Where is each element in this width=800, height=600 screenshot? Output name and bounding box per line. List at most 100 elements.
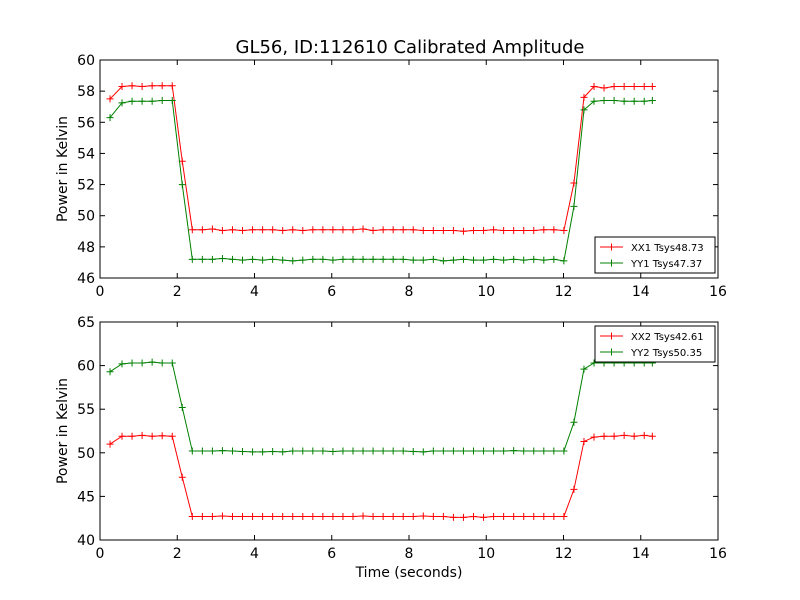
data-point bbox=[188, 512, 196, 520]
series-1 bbox=[106, 431, 656, 521]
data-point bbox=[419, 512, 427, 520]
data-point bbox=[510, 255, 518, 263]
data-point bbox=[329, 512, 337, 520]
data-point bbox=[128, 432, 136, 440]
data-point bbox=[590, 82, 598, 90]
data-point bbox=[279, 512, 287, 520]
data-point bbox=[359, 255, 367, 263]
data-point bbox=[399, 226, 407, 234]
data-point bbox=[359, 512, 367, 520]
data-point bbox=[648, 82, 656, 90]
data-point bbox=[439, 257, 447, 265]
data-point bbox=[449, 256, 457, 264]
data-point bbox=[610, 432, 618, 440]
data-point bbox=[218, 227, 226, 235]
data-point bbox=[610, 82, 618, 90]
data-point bbox=[168, 82, 176, 90]
x-tick-label: 2 bbox=[173, 546, 182, 562]
data-point bbox=[239, 512, 247, 520]
data-point bbox=[198, 255, 206, 263]
data-point bbox=[218, 512, 226, 520]
data-point bbox=[309, 512, 317, 520]
data-point bbox=[640, 82, 648, 90]
data-point bbox=[158, 96, 166, 104]
data-point bbox=[429, 447, 437, 455]
y-tick-label: 50 bbox=[77, 446, 95, 462]
data-point bbox=[409, 256, 417, 264]
data-point bbox=[208, 255, 216, 263]
legend-entry: YY2 Tsys50.35 bbox=[600, 348, 702, 359]
data-point bbox=[500, 256, 508, 264]
x-tick-label: 0 bbox=[96, 284, 105, 300]
data-point bbox=[106, 368, 114, 376]
data-point bbox=[359, 225, 367, 233]
x-tick-label: 6 bbox=[327, 546, 336, 562]
y-axis-label: Power in Kelvin bbox=[55, 378, 71, 484]
x-tick-label: 14 bbox=[632, 284, 650, 300]
data-point bbox=[309, 255, 317, 263]
data-point bbox=[369, 447, 377, 455]
data-point bbox=[249, 512, 257, 520]
x-tick-label: 10 bbox=[477, 284, 495, 300]
data-point bbox=[409, 226, 417, 234]
y-tick-label: 46 bbox=[77, 271, 95, 287]
data-point bbox=[279, 256, 287, 264]
x-tick-label: 16 bbox=[709, 284, 727, 300]
data-point bbox=[168, 96, 176, 104]
data-point bbox=[289, 447, 297, 455]
data-point bbox=[269, 512, 277, 520]
data-point bbox=[349, 255, 357, 263]
data-point bbox=[359, 447, 367, 455]
data-point bbox=[148, 82, 156, 90]
legend-label: XX1 Tsys48.73 bbox=[631, 243, 704, 254]
data-point bbox=[218, 447, 226, 455]
data-point bbox=[600, 96, 608, 104]
data-point bbox=[570, 202, 578, 210]
data-point bbox=[228, 512, 236, 520]
data-point bbox=[289, 226, 297, 234]
data-point bbox=[138, 359, 146, 367]
data-point bbox=[429, 227, 437, 235]
data-point bbox=[550, 447, 558, 455]
data-point bbox=[510, 512, 518, 520]
data-point bbox=[480, 447, 488, 455]
data-point bbox=[329, 256, 337, 264]
data-point bbox=[138, 82, 146, 90]
legend-label: XX2 Tsys42.61 bbox=[631, 332, 704, 343]
data-point bbox=[530, 227, 538, 235]
data-point bbox=[249, 226, 257, 234]
data-point bbox=[530, 255, 538, 263]
data-point bbox=[580, 93, 588, 101]
data-point bbox=[429, 512, 437, 520]
data-point bbox=[630, 432, 638, 440]
data-point bbox=[459, 447, 467, 455]
data-point bbox=[319, 512, 327, 520]
legend-marker bbox=[608, 259, 615, 267]
data-point bbox=[620, 97, 628, 105]
data-point bbox=[389, 255, 397, 263]
data-point bbox=[329, 226, 337, 234]
data-point bbox=[118, 99, 126, 107]
data-point bbox=[439, 447, 447, 455]
data-point bbox=[339, 447, 347, 455]
data-point bbox=[369, 227, 377, 235]
data-point bbox=[459, 513, 467, 521]
data-point bbox=[540, 226, 548, 234]
data-point bbox=[158, 432, 166, 440]
data-point bbox=[128, 359, 136, 367]
data-point bbox=[349, 447, 357, 455]
data-point bbox=[269, 447, 277, 455]
data-point bbox=[329, 447, 337, 455]
data-point bbox=[620, 82, 628, 90]
x-tick-label: 2 bbox=[173, 284, 182, 300]
data-point bbox=[319, 226, 327, 234]
data-point bbox=[148, 432, 156, 440]
data-point bbox=[600, 432, 608, 440]
y-tick-label: 56 bbox=[77, 115, 95, 131]
data-point bbox=[249, 448, 257, 456]
series-2 bbox=[106, 358, 656, 456]
data-point bbox=[560, 447, 568, 455]
data-point bbox=[198, 447, 206, 455]
